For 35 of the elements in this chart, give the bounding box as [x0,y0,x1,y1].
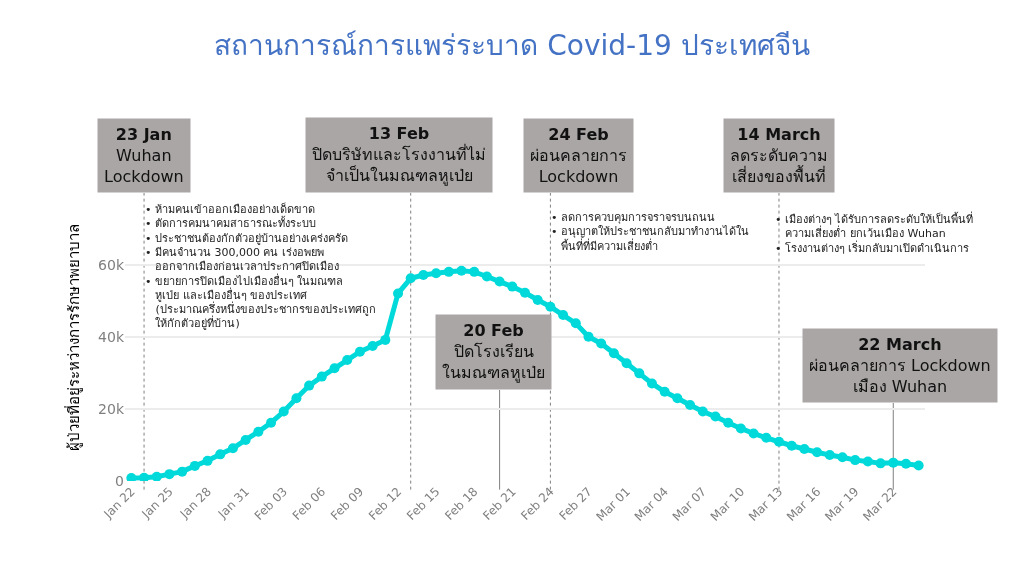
x-tick-label: Feb 27 [556,484,595,523]
x-tick-label: Feb 06 [289,484,329,523]
annotation: • ลดการควบคุมการจราจรบนถนน • อนุญาตให้ประชาชนกลับมาทำงานได้ใน พื้นที่ที่มีความเสี่ยงต่ำ [551,211,749,253]
x-tick-label: Mar 13 [745,484,786,524]
x-tick-label: Feb 03 [251,484,291,523]
ref-line-label: 24 Feb ผ่อนคลายการ Lockdown [530,125,627,186]
y-tick-label: 0 [115,472,124,489]
x-tick-label: Mar 07 [669,484,710,524]
annotation: • เมืองต่างๆ ได้รับการลดระดับให้เป็นพื้นที่ ความเสี่ยงต่ำ ยกเว้นเมือง Wuhan • โรงงานต่างๆ เริ่มกลับมาเปิดดำเนินการ [775,211,974,255]
x-tick-label: Feb 09 [327,484,367,523]
chart-title: สถานการณ์การแพร่ระบาด Covid-19 ประเทศจีน [214,28,810,62]
y-axis-title: ผู้ป่วยที่อยู่ระหว่างการรักษาพยาบาล [63,223,84,451]
x-tick-label: Feb 24 [518,484,557,523]
x-tick-label: Mar 22 [860,484,900,524]
x-tick-label: Mar 04 [631,484,672,524]
ref-line-label: 23 Jan Wuhan Lockdown [104,125,184,186]
x-tick-label: Mar 01 [593,484,633,524]
y-tick-label: 20k [98,400,125,417]
y-tick-label: 40k [98,328,125,345]
x-tick-label: Mar 10 [707,484,748,524]
x-tick-label: Mar 19 [822,484,862,524]
ref-line-label: 20 Feb ปิดโรงเรียน ในมณฑลหูเป่ย [442,321,545,383]
x-tick-label: Feb 21 [480,484,519,523]
x-tick-label: Feb 18 [442,484,481,523]
x-tick-label: Feb 12 [365,484,405,523]
x-tick-label: Jan 31 [214,484,252,522]
x-tick-label: Jan 28 [176,484,214,522]
x-tick-label: Mar 16 [784,484,824,524]
ref-line-label: 22 March ผ่อนคลายการ Lockdown เมือง Wuhan [809,335,991,396]
ref-line-label: 13 Feb ปิดบริษัทและโรงงานที่ไม่ จำเป็นในมณฑลหูเป่ย [312,124,486,186]
ref-line-label: 14 March ลดระดับความ เสี่ยงของพื้นที่ [730,125,828,186]
x-tick-label: Jan 25 [138,484,176,522]
y-tick-label: 60k [98,256,125,273]
x-tick-label: Feb 15 [404,484,443,523]
text: • ห้ามคนเข้าออกเมืองอย่างเด็ดขาด • ตัดการคมนาคมสาธารณะทั้งระบบ • ประชาชนต้องกักตัวอยู่บ้านอย่างเคร่งครัด • มีคนจำนวน 300,000 คน เร่งอพยพ ออกจากเมืองก่อนเวลาประกาศปิดเมือง • ขยายการปิดเมืองไปเมืองอื่นๆ ในมณฑล หูเป่ย และเมืองอื่นๆ ของประเทศ (ประมาณครึ่งหนึ่งของประชากรของประเทศถูก ให้กักตัวอยู่ที่บ้าน) [145,203,376,331]
